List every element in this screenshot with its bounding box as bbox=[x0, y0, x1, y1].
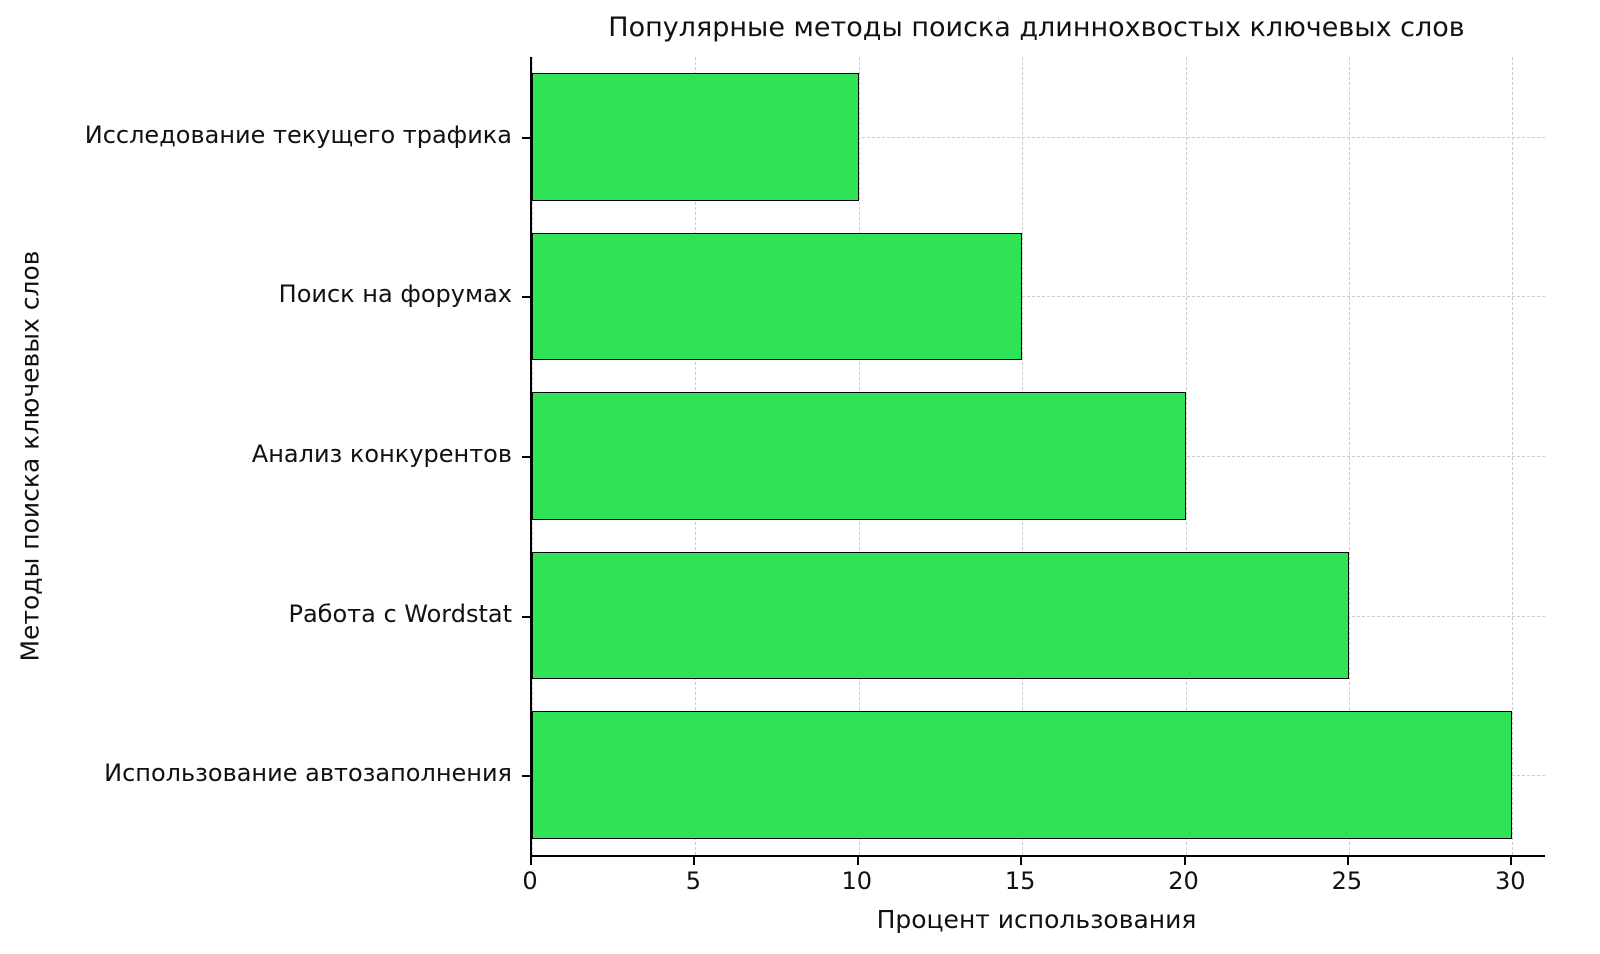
plot-area bbox=[530, 57, 1545, 857]
x-tick-mark bbox=[856, 857, 859, 865]
y-tick-label: Использование автозаполнения bbox=[104, 759, 512, 788]
x-tick-label: 30 bbox=[1495, 867, 1526, 895]
y-tick-mark bbox=[522, 775, 530, 778]
horizontal-gridline bbox=[532, 296, 1545, 298]
x-tick-mark bbox=[693, 857, 696, 865]
bar bbox=[532, 72, 859, 201]
y-tick-mark bbox=[522, 296, 530, 299]
horizontal-gridline bbox=[532, 136, 1545, 138]
bar bbox=[532, 551, 1349, 680]
bar bbox=[532, 711, 1513, 840]
chart-title: Популярные методы поиска длиннохвостых к… bbox=[608, 12, 1465, 43]
x-tick-label: 20 bbox=[1168, 867, 1199, 895]
x-tick-label: 15 bbox=[1004, 867, 1036, 895]
x-tick-mark bbox=[1510, 857, 1513, 865]
y-tick-mark bbox=[522, 615, 530, 618]
x-tick-label: 25 bbox=[1331, 867, 1363, 895]
x-tick-mark bbox=[1183, 857, 1186, 865]
y-tick-label: Поиск на форумах bbox=[278, 280, 512, 309]
bar bbox=[532, 232, 1023, 361]
x-tick-label: 5 bbox=[685, 867, 702, 895]
x-tick-mark bbox=[1346, 857, 1349, 865]
y-tick-label: Исследование текущего трафика bbox=[84, 120, 512, 149]
y-tick-mark bbox=[522, 136, 530, 139]
x-tick-mark bbox=[1020, 857, 1023, 865]
x-tick-label: 0 bbox=[522, 867, 538, 895]
y-tick-label: Работа с Wordstat bbox=[288, 599, 512, 628]
y-tick-label: Анализ конкурентов bbox=[251, 440, 512, 468]
y-tick-mark bbox=[522, 456, 530, 458]
bar bbox=[532, 392, 1186, 520]
x-tick-label: 10 bbox=[841, 867, 873, 895]
x-axis-label: Процент использования bbox=[876, 905, 1197, 934]
x-tick-mark bbox=[530, 857, 532, 865]
